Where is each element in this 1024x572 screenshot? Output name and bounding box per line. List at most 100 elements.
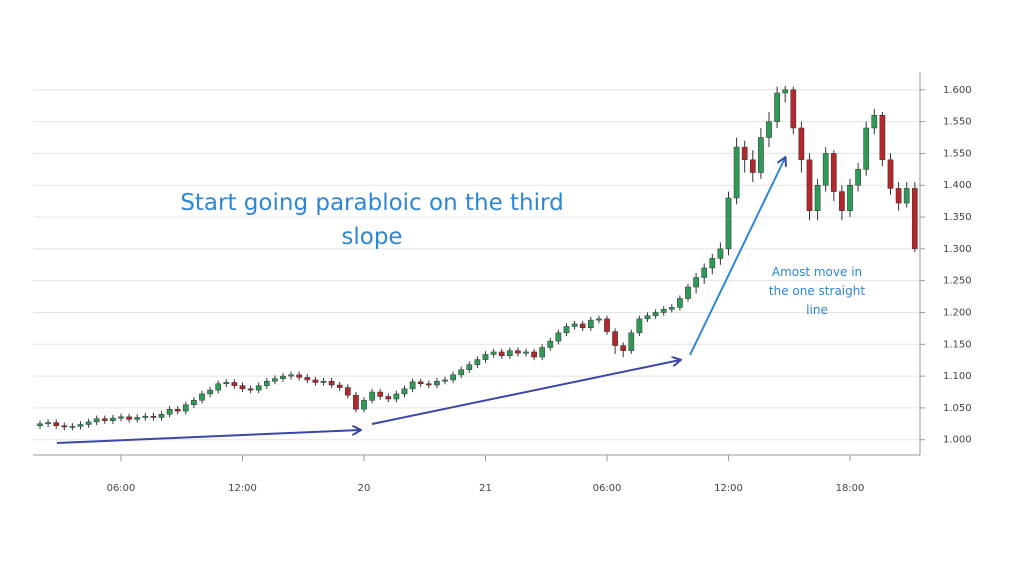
candle-body bbox=[118, 416, 124, 419]
candle-body bbox=[239, 385, 246, 390]
candle-body bbox=[101, 418, 108, 421]
candle-body bbox=[774, 92, 780, 122]
candle-body bbox=[758, 137, 764, 173]
candle-body bbox=[685, 286, 691, 299]
candle-body bbox=[53, 422, 60, 426]
candle-body bbox=[822, 153, 829, 186]
candle-body bbox=[425, 383, 432, 386]
y-tick-label: 1.550 bbox=[943, 148, 972, 159]
y-tick-label: 1.000 bbox=[943, 435, 972, 446]
candle-body bbox=[93, 418, 100, 423]
x-tick-label: 20 bbox=[358, 483, 371, 494]
grid bbox=[33, 89, 920, 441]
candle-body bbox=[482, 354, 489, 360]
candle-body bbox=[790, 89, 797, 129]
y-tick-label: 1.100 bbox=[943, 371, 972, 382]
annotation: Start going parabloic on the third slope bbox=[180, 190, 564, 250]
candle-body bbox=[199, 393, 205, 401]
candle-body bbox=[61, 425, 68, 428]
candle-body bbox=[749, 159, 756, 173]
candle-body bbox=[182, 404, 189, 412]
candle-body bbox=[69, 426, 76, 428]
y-tick-label: 1.250 bbox=[943, 276, 972, 287]
candle-body bbox=[85, 421, 92, 425]
candle-body bbox=[612, 331, 618, 346]
candle-body bbox=[863, 127, 870, 170]
candle-body bbox=[830, 153, 837, 192]
candle-body bbox=[466, 364, 473, 370]
y-tick-label: 1.200 bbox=[943, 307, 972, 318]
candle-body bbox=[272, 378, 278, 382]
candle-body bbox=[215, 383, 222, 391]
candle-body bbox=[660, 309, 667, 313]
candle-body bbox=[555, 332, 562, 342]
y-tick-label: 1.550 bbox=[943, 117, 972, 128]
candle-body bbox=[563, 326, 570, 334]
candle-body bbox=[636, 318, 643, 334]
candle-body bbox=[814, 184, 821, 211]
x-tick-label: 06:00 bbox=[107, 483, 136, 494]
candle-body bbox=[328, 380, 335, 386]
candle-body bbox=[344, 387, 351, 396]
candle-body bbox=[709, 258, 716, 269]
x-tick-label: 06:00 bbox=[593, 483, 622, 494]
candle-body bbox=[596, 318, 602, 321]
candle-body bbox=[353, 394, 359, 410]
candle-body bbox=[701, 267, 708, 278]
candle-body bbox=[887, 159, 894, 189]
candle-body bbox=[620, 345, 627, 351]
candle-body bbox=[377, 391, 384, 397]
candle-body bbox=[531, 351, 537, 358]
candle-body bbox=[895, 188, 902, 204]
candle-body bbox=[288, 374, 294, 377]
candle-body bbox=[166, 408, 173, 415]
arrow bbox=[371, 360, 680, 425]
candle-body bbox=[847, 184, 853, 211]
candle-body bbox=[263, 380, 270, 386]
candle-body bbox=[304, 377, 311, 381]
candle-body bbox=[587, 319, 594, 329]
candle-body bbox=[336, 384, 343, 388]
candle-body bbox=[474, 359, 481, 365]
candle-body bbox=[150, 415, 157, 418]
candle-body bbox=[717, 248, 724, 259]
candle-body bbox=[903, 188, 910, 204]
candle-body bbox=[733, 146, 740, 199]
candle-body bbox=[174, 408, 181, 412]
candle-body bbox=[409, 381, 416, 390]
candle-body bbox=[417, 381, 424, 384]
candle-body bbox=[839, 191, 845, 211]
candle-body bbox=[296, 374, 303, 378]
candle-body bbox=[539, 347, 546, 358]
candle-body bbox=[871, 115, 878, 129]
candle-body bbox=[798, 127, 805, 161]
candle-body bbox=[879, 115, 886, 161]
candle-body bbox=[911, 188, 918, 250]
candle-body bbox=[247, 388, 254, 391]
arrow bbox=[689, 158, 785, 356]
y-tick-label: 1.400 bbox=[943, 180, 972, 191]
candle-body bbox=[385, 396, 392, 400]
x-tick-label: 18:00 bbox=[836, 483, 865, 494]
candle-body bbox=[604, 318, 610, 332]
candle-body bbox=[677, 298, 683, 308]
candle-body bbox=[855, 169, 861, 186]
x-tick-label: 12:00 bbox=[228, 483, 257, 494]
candle-body bbox=[369, 391, 375, 401]
candle-body bbox=[442, 379, 448, 382]
candle-body bbox=[158, 414, 165, 418]
y-tick-label: 1.300 bbox=[943, 244, 972, 255]
candle-body bbox=[77, 424, 84, 427]
candle-body bbox=[506, 350, 513, 357]
candle-body bbox=[450, 374, 456, 381]
candles bbox=[37, 85, 918, 431]
candle-body bbox=[515, 350, 521, 354]
arrow bbox=[56, 430, 360, 444]
candle-body bbox=[523, 351, 529, 354]
candle-body bbox=[207, 389, 213, 395]
candle-body bbox=[693, 277, 699, 288]
candle-body bbox=[571, 323, 578, 327]
candle-body bbox=[142, 415, 149, 418]
